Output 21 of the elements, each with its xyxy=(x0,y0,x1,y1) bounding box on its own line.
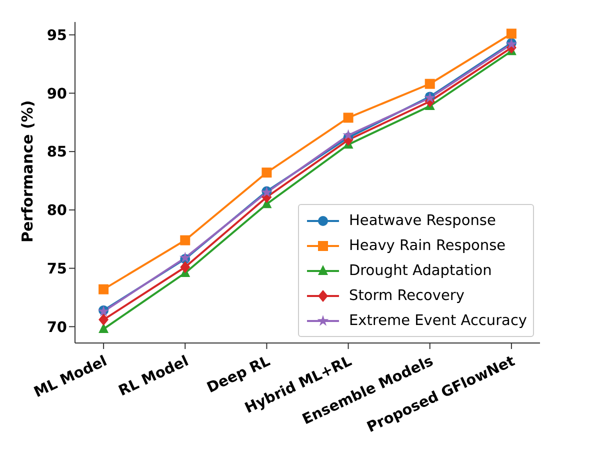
point xyxy=(180,261,190,274)
y-tick-label: 75 xyxy=(46,261,67,278)
point xyxy=(180,235,190,246)
legend-label: Drought Adaptation xyxy=(349,262,492,278)
y-tick-label: 90 xyxy=(46,86,67,102)
y-tick-label: 95 xyxy=(46,28,67,44)
point xyxy=(98,284,109,294)
point xyxy=(424,78,435,89)
point xyxy=(262,168,272,178)
y-tick-label: 80 xyxy=(46,203,67,220)
y-tick-label: 70 xyxy=(46,320,67,336)
legend-label: Extreme Event Accuracy xyxy=(349,312,527,328)
point xyxy=(343,112,354,123)
legend-label: Storm Recovery xyxy=(349,288,464,304)
point xyxy=(342,129,354,140)
legend-label: Heavy Rain Response xyxy=(349,238,506,254)
y-tick-label: 85 xyxy=(46,144,67,161)
legend-label: Heatwave Response xyxy=(349,212,496,228)
y-axis-title: Performance (%) xyxy=(18,100,36,242)
point xyxy=(506,28,516,39)
point xyxy=(98,314,109,326)
